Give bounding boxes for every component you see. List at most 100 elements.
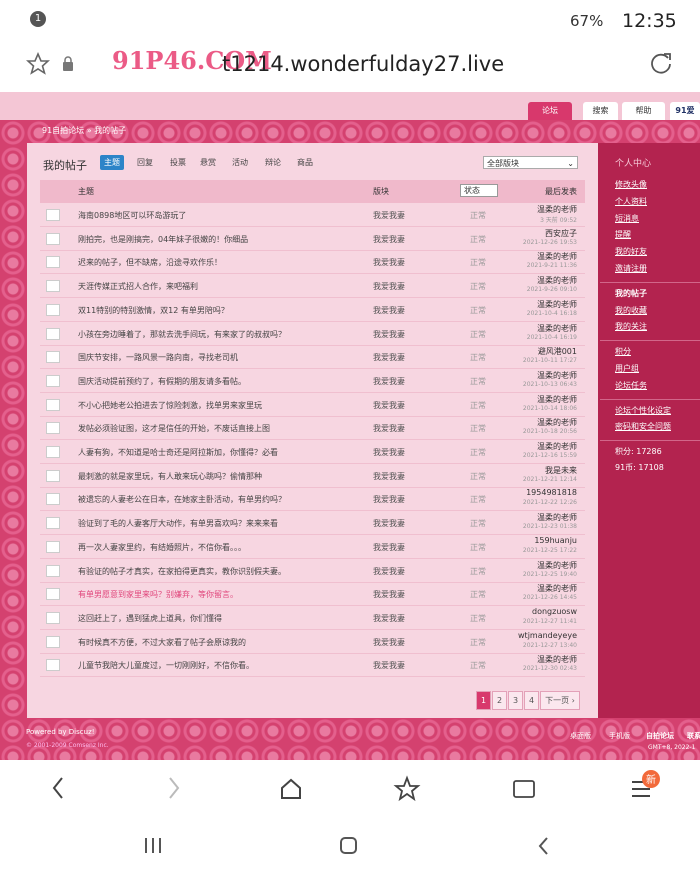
- tabs[interactable]: [513, 780, 535, 798]
- post-title[interactable]: 人妻有狗，不知道是哈士奇还是阿拉斯加，你懂得？必看: [78, 448, 278, 457]
- last-user[interactable]: 温柔的老师: [537, 370, 577, 380]
- last-user[interactable]: 温柔的老师: [537, 394, 577, 404]
- page-link[interactable]: 4: [524, 691, 539, 710]
- sidebar-link[interactable]: 积分: [615, 347, 631, 357]
- nav-tab[interactable]: 论坛: [528, 102, 572, 120]
- breadcrumb-current[interactable]: 我的帖子: [94, 126, 127, 135]
- filter-tab[interactable]: 投票: [170, 158, 186, 167]
- sidebar-link[interactable]: 密码和安全问题: [615, 422, 671, 432]
- post-title[interactable]: 被遗忘的人妻老公在日本，在她家主卧活动，有单男约吗？: [78, 495, 286, 505]
- post-forum[interactable]: 我爱我妻: [373, 376, 405, 386]
- post-forum[interactable]: 我爱我妻: [373, 400, 405, 410]
- last-user[interactable]: 温柔的老师: [537, 299, 577, 309]
- last-user[interactable]: dongzuosw: [532, 606, 577, 616]
- sidebar-link[interactable]: 个人资料: [615, 196, 647, 206]
- forum-select[interactable]: 全部版块 ⌄: [483, 156, 578, 169]
- last-user[interactable]: 避风港001: [537, 347, 577, 357]
- sidebar-link[interactable]: 论坛任务: [615, 380, 647, 390]
- post-forum[interactable]: 我爱我妻: [373, 566, 405, 576]
- sidebar-link[interactable]: 我的帖子: [615, 288, 647, 298]
- reload-icon[interactable]: [648, 51, 674, 77]
- bookmarks[interactable]: [393, 775, 421, 802]
- post-title[interactable]: 有验证的帖子才真实，在家拍得更真实，教你识别假夫妻。: [78, 566, 286, 576]
- footer-link[interactable]: 桌面版: [570, 732, 591, 740]
- post-forum[interactable]: 我爱我妻: [373, 448, 405, 457]
- forward[interactable]: [169, 777, 180, 799]
- post-title[interactable]: 双11特别的特别激情，双12 有单男陪吗？: [78, 305, 229, 315]
- filter-tab[interactable]: 活动: [232, 158, 248, 167]
- last-user[interactable]: 温柔的老师: [537, 442, 577, 451]
- last-user[interactable]: wtjmandeyeye: [518, 630, 577, 640]
- post-title[interactable]: 最刺激的就是家里玩，有人敢来玩心跳吗？偷情那种: [78, 471, 262, 481]
- post-title[interactable]: 小孩在旁边睡着了，那就去洗手间玩，有来家了的叔叔吗？: [78, 329, 286, 339]
- sidebar-link[interactable]: 论坛个性化设定: [615, 405, 671, 415]
- sidebar-link[interactable]: 我的收藏: [615, 305, 647, 315]
- post-forum[interactable]: 我爱我妻: [373, 211, 405, 220]
- post-forum[interactable]: 我爱我妻: [373, 637, 405, 647]
- last-user[interactable]: 温柔的老师: [537, 205, 577, 214]
- sidebar-link[interactable]: 邀请注册: [615, 264, 647, 273]
- sidebar-link[interactable]: 用户组: [615, 364, 639, 373]
- post-forum[interactable]: 我爱我妻: [373, 661, 405, 671]
- last-user[interactable]: 1954981818: [526, 488, 577, 498]
- footer-link[interactable]: 自拍论坛: [646, 732, 674, 740]
- last-user[interactable]: 温柔的老师: [537, 418, 577, 428]
- post-title[interactable]: 有单男愿意到家里来吗？别嫌弃，等你留言。: [78, 590, 238, 600]
- last-user[interactable]: 温柔的老师: [537, 513, 577, 523]
- post-title[interactable]: 不小心把她老公拍进去了惊险刺激，找单男来家里玩: [78, 400, 262, 410]
- post-forum[interactable]: 我爱我妻: [373, 424, 405, 434]
- post-forum[interactable]: 我爱我妻: [373, 329, 405, 339]
- post-title[interactable]: 天涯传媒正式招人合作，来吧福利: [78, 282, 198, 292]
- nav-tab[interactable]: 帮助: [622, 102, 665, 120]
- post-title[interactable]: 国庆节安排，一路风景一路向南，寻找老司机: [78, 353, 238, 363]
- filter-tab[interactable]: 回复: [137, 158, 153, 167]
- filter-tab[interactable]: 辩论: [265, 158, 281, 167]
- breadcrumb-home[interactable]: 91自拍论坛: [42, 126, 85, 135]
- star-icon[interactable]: [26, 52, 50, 76]
- last-user[interactable]: 温柔的老师: [537, 655, 577, 665]
- post-forum[interactable]: 我爱我妻: [373, 590, 405, 600]
- post-title[interactable]: 刚拍完，也是刚搞完，04年妹子很嫩的！你细品: [78, 234, 249, 244]
- post-title[interactable]: 国庆活动提前预约了，有假期的朋友请多看帖。: [78, 376, 246, 386]
- nav-tab[interactable]: 91爱: [670, 102, 700, 120]
- home[interactable]: [281, 778, 301, 799]
- back[interactable]: [52, 777, 63, 799]
- nav-tab[interactable]: 搜索: [583, 102, 618, 120]
- sidebar-link[interactable]: 修改头像: [615, 180, 647, 189]
- post-title[interactable]: 迟来的帖子，但不缺席，沿途寻欢作乐！: [78, 258, 222, 268]
- page-link[interactable]: 1: [476, 691, 491, 710]
- post-title[interactable]: 有时候真不方便，不过大家看了帖子会原谅我的: [78, 637, 246, 647]
- post-forum[interactable]: 我爱我妻: [373, 471, 405, 481]
- filter-tab[interactable]: 悬赏: [200, 158, 216, 167]
- sidebar-link[interactable]: 我的好友: [615, 247, 647, 257]
- last-user[interactable]: 温柔的老师: [537, 323, 577, 333]
- last-user[interactable]: 西安应子: [545, 228, 577, 238]
- next-page[interactable]: 下一页 ›: [540, 691, 580, 710]
- post-forum[interactable]: 我爱我妻: [373, 353, 405, 363]
- post-title[interactable]: 验证到了毛的人妻客厅大动作，有单男喜欢吗？来来来看: [78, 519, 278, 529]
- post-forum[interactable]: 我爱我妻: [373, 234, 405, 244]
- post-forum[interactable]: 我爱我妻: [373, 613, 405, 623]
- post-forum[interactable]: 我爱我妻: [373, 542, 405, 552]
- filter-tab[interactable]: 商品: [297, 158, 313, 167]
- sidebar-link[interactable]: 短消息: [615, 213, 639, 223]
- post-forum[interactable]: 我爱我妻: [373, 519, 405, 529]
- post-forum[interactable]: 我爱我妻: [373, 282, 405, 292]
- post-title[interactable]: 再一次人妻家里约，有结婚照片，不信你看。。。: [78, 542, 246, 552]
- footer-link[interactable]: 联系: [687, 732, 700, 740]
- last-user[interactable]: 温柔的老师: [537, 276, 577, 286]
- post-title[interactable]: 儿童节我陪大儿童度过，一切刚刚好，不信你看。: [78, 661, 254, 671]
- footer-link[interactable]: 手机版: [609, 732, 630, 740]
- last-user[interactable]: 温柔的老师: [537, 252, 577, 262]
- sidebar-link[interactable]: 我的关注: [615, 322, 647, 332]
- page-link[interactable]: 2: [492, 691, 507, 710]
- last-user[interactable]: 温柔的老师: [537, 560, 577, 570]
- last-user[interactable]: 温柔的老师: [537, 584, 577, 594]
- url[interactable]: t1214.wonderfulday27.live: [222, 52, 505, 76]
- post-forum[interactable]: 我爱我妻: [373, 258, 405, 268]
- post-forum[interactable]: 我爱我妻: [373, 305, 405, 315]
- last-user[interactable]: 159huanju: [534, 535, 577, 545]
- post-forum[interactable]: 我爱我妻: [373, 495, 405, 505]
- sidebar-link[interactable]: 提醒: [615, 230, 631, 240]
- last-user[interactable]: 我是未来: [545, 465, 577, 475]
